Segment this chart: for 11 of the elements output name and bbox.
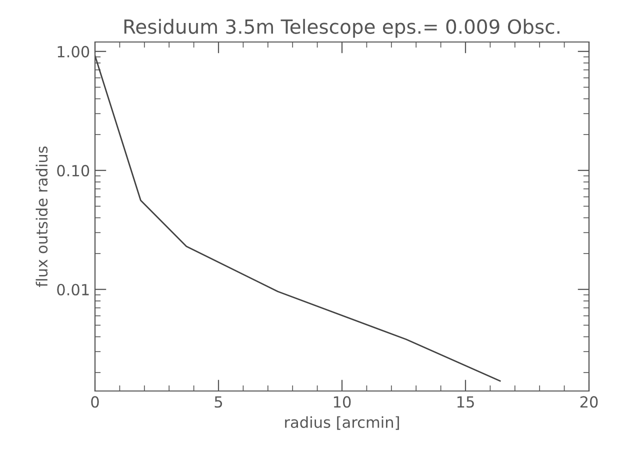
y-tick-label: 0.01 <box>57 284 89 296</box>
chart-title: Residuum 3.5m Telescope eps.= 0.009 Obsc. <box>124 18 560 38</box>
x-tick-label: 20 <box>580 396 598 408</box>
y-tick-label: 0.10 <box>57 164 90 176</box>
x-tick-label: 10 <box>334 396 351 408</box>
x-tick-label: 15 <box>457 396 474 408</box>
x-axis-title: radius [arcmin] <box>285 416 399 430</box>
x-tick-label: 5 <box>214 396 222 408</box>
y-axis-title: flux outside radius <box>36 146 48 287</box>
x-tick-label: 0 <box>91 396 99 408</box>
y-tick-label: 1.00 <box>58 46 90 58</box>
